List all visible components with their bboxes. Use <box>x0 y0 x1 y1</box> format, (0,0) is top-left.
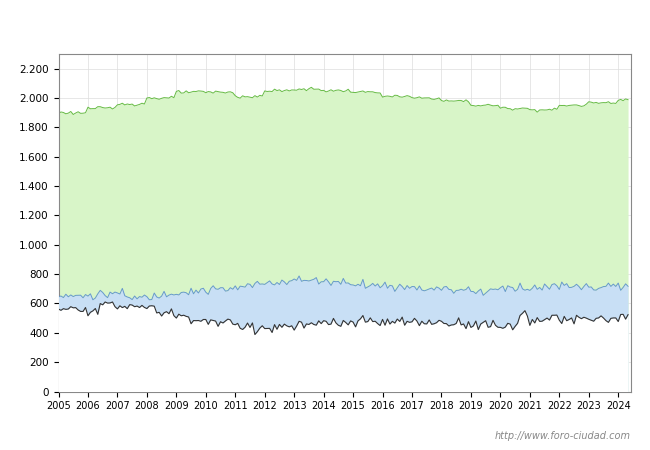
Text: Güejar Sierra - Evolucion de la poblacion en edad de Trabajar Mayo de 2024: Güejar Sierra - Evolucion de la poblacio… <box>60 17 590 31</box>
Text: http://www.foro-ciudad.com: http://www.foro-ciudad.com <box>495 431 630 441</box>
